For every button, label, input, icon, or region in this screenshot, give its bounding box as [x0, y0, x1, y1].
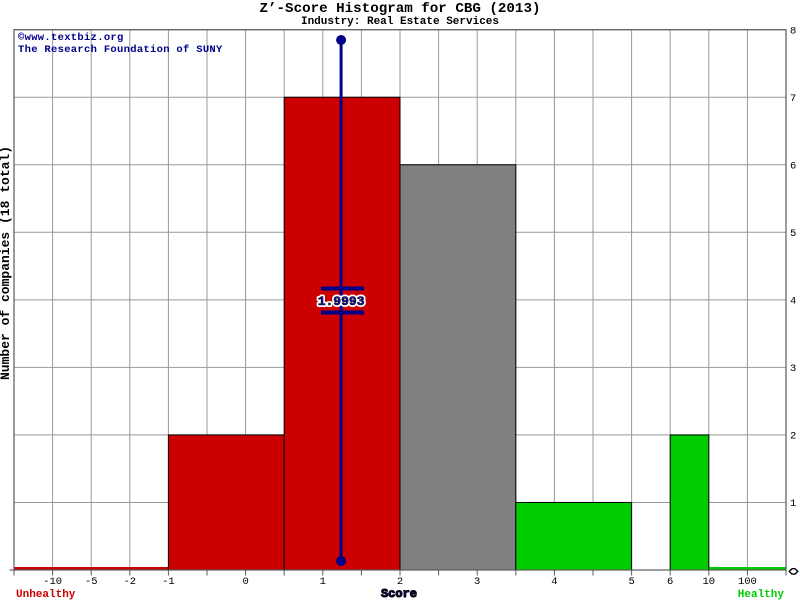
- svg-text:100: 100: [738, 576, 757, 588]
- svg-text:Healthy: Healthy: [738, 589, 785, 600]
- svg-text:3: 3: [790, 363, 796, 375]
- svg-text:4: 4: [551, 576, 557, 588]
- svg-text:7: 7: [790, 93, 796, 105]
- svg-text:5: 5: [628, 576, 634, 588]
- svg-text:2: 2: [790, 431, 796, 443]
- svg-text:1.9993: 1.9993: [318, 294, 365, 309]
- svg-text:0: 0: [242, 576, 248, 588]
- svg-text:Z’-Score Histogram for CBG (20: Z’-Score Histogram for CBG (2013): [260, 1, 541, 17]
- svg-text:©www.textbiz.org: ©www.textbiz.org: [18, 32, 124, 44]
- svg-text:Number of companies (18 total): Number of companies (18 total): [0, 146, 13, 380]
- svg-text:10: 10: [702, 576, 715, 588]
- svg-text:Score: Score: [381, 587, 417, 600]
- svg-text:6: 6: [667, 576, 673, 588]
- svg-text:The Research Foundation of SUN: The Research Foundation of SUNY: [18, 44, 223, 56]
- svg-text:1: 1: [320, 576, 326, 588]
- svg-text:Industry: Real Estate Services: Industry: Real Estate Services: [301, 16, 499, 28]
- svg-text:4: 4: [790, 296, 796, 308]
- svg-text:8: 8: [790, 26, 796, 38]
- svg-text:-10: -10: [43, 576, 62, 588]
- svg-text:5: 5: [790, 228, 796, 240]
- svg-text:6: 6: [790, 161, 796, 173]
- svg-text:-1: -1: [162, 576, 175, 588]
- svg-text:Unhealthy: Unhealthy: [16, 589, 76, 600]
- svg-text:3: 3: [474, 576, 480, 588]
- svg-text:1: 1: [790, 498, 796, 510]
- svg-text:-5: -5: [85, 576, 98, 588]
- svg-text:-2: -2: [123, 576, 136, 588]
